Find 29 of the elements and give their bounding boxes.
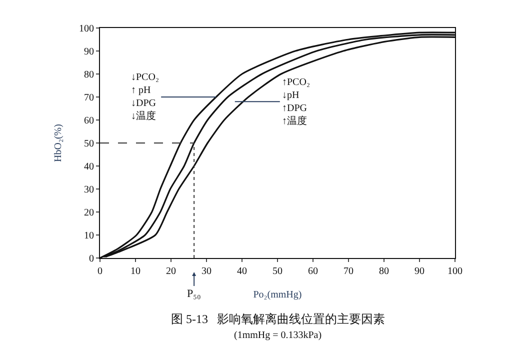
y-tick-label: 40 bbox=[84, 162, 94, 172]
x-tick-label: 40 bbox=[237, 266, 247, 277]
text: (1mmHg = 0.133kPa) bbox=[234, 330, 322, 341]
x-tick-label: 80 bbox=[379, 266, 389, 277]
y-tick-label: 30 bbox=[84, 184, 94, 196]
y-tick-label: 20 bbox=[84, 208, 94, 218]
x-tick-label: 90 bbox=[414, 266, 424, 277]
ref-line-label: P₅₀ bbox=[187, 288, 201, 300]
y-tick-label: 50 bbox=[84, 138, 94, 150]
x-tick-label: 0 bbox=[98, 266, 102, 277]
y-axis-title: HbO₂(%) bbox=[53, 124, 64, 162]
x-axis-title: Po₂(mmHg) bbox=[253, 290, 302, 300]
annotation: ↑PCO₂ ↓pH ↑DPG ↑温度 bbox=[282, 77, 310, 127]
x-tick-label: 30 bbox=[202, 266, 212, 277]
x-tick-label: 100 bbox=[448, 266, 462, 277]
y-tick-label: 90 bbox=[84, 46, 94, 58]
x-tick-label: 50 bbox=[272, 266, 282, 277]
y-tick-label: 70 bbox=[84, 92, 94, 104]
annotation: ↓PCO₂ ↑ pH ↓DPG ↓温度 bbox=[131, 72, 159, 122]
y-tick-label: 60 bbox=[84, 116, 94, 126]
x-tick-label: 10 bbox=[130, 266, 140, 277]
x-tick-label: 60 bbox=[308, 266, 318, 277]
y-tick-label: 100 bbox=[79, 24, 94, 34]
y-tick-label: 0 bbox=[89, 254, 94, 264]
y-tick-label: 80 bbox=[84, 70, 94, 80]
y-tick-label: 10 bbox=[84, 230, 94, 242]
x-tick-label: 70 bbox=[344, 266, 354, 277]
x-tick-label: 20 bbox=[166, 266, 176, 277]
text: 图 5-13 影响氧解离曲线位置的主要因素 bbox=[171, 312, 385, 326]
